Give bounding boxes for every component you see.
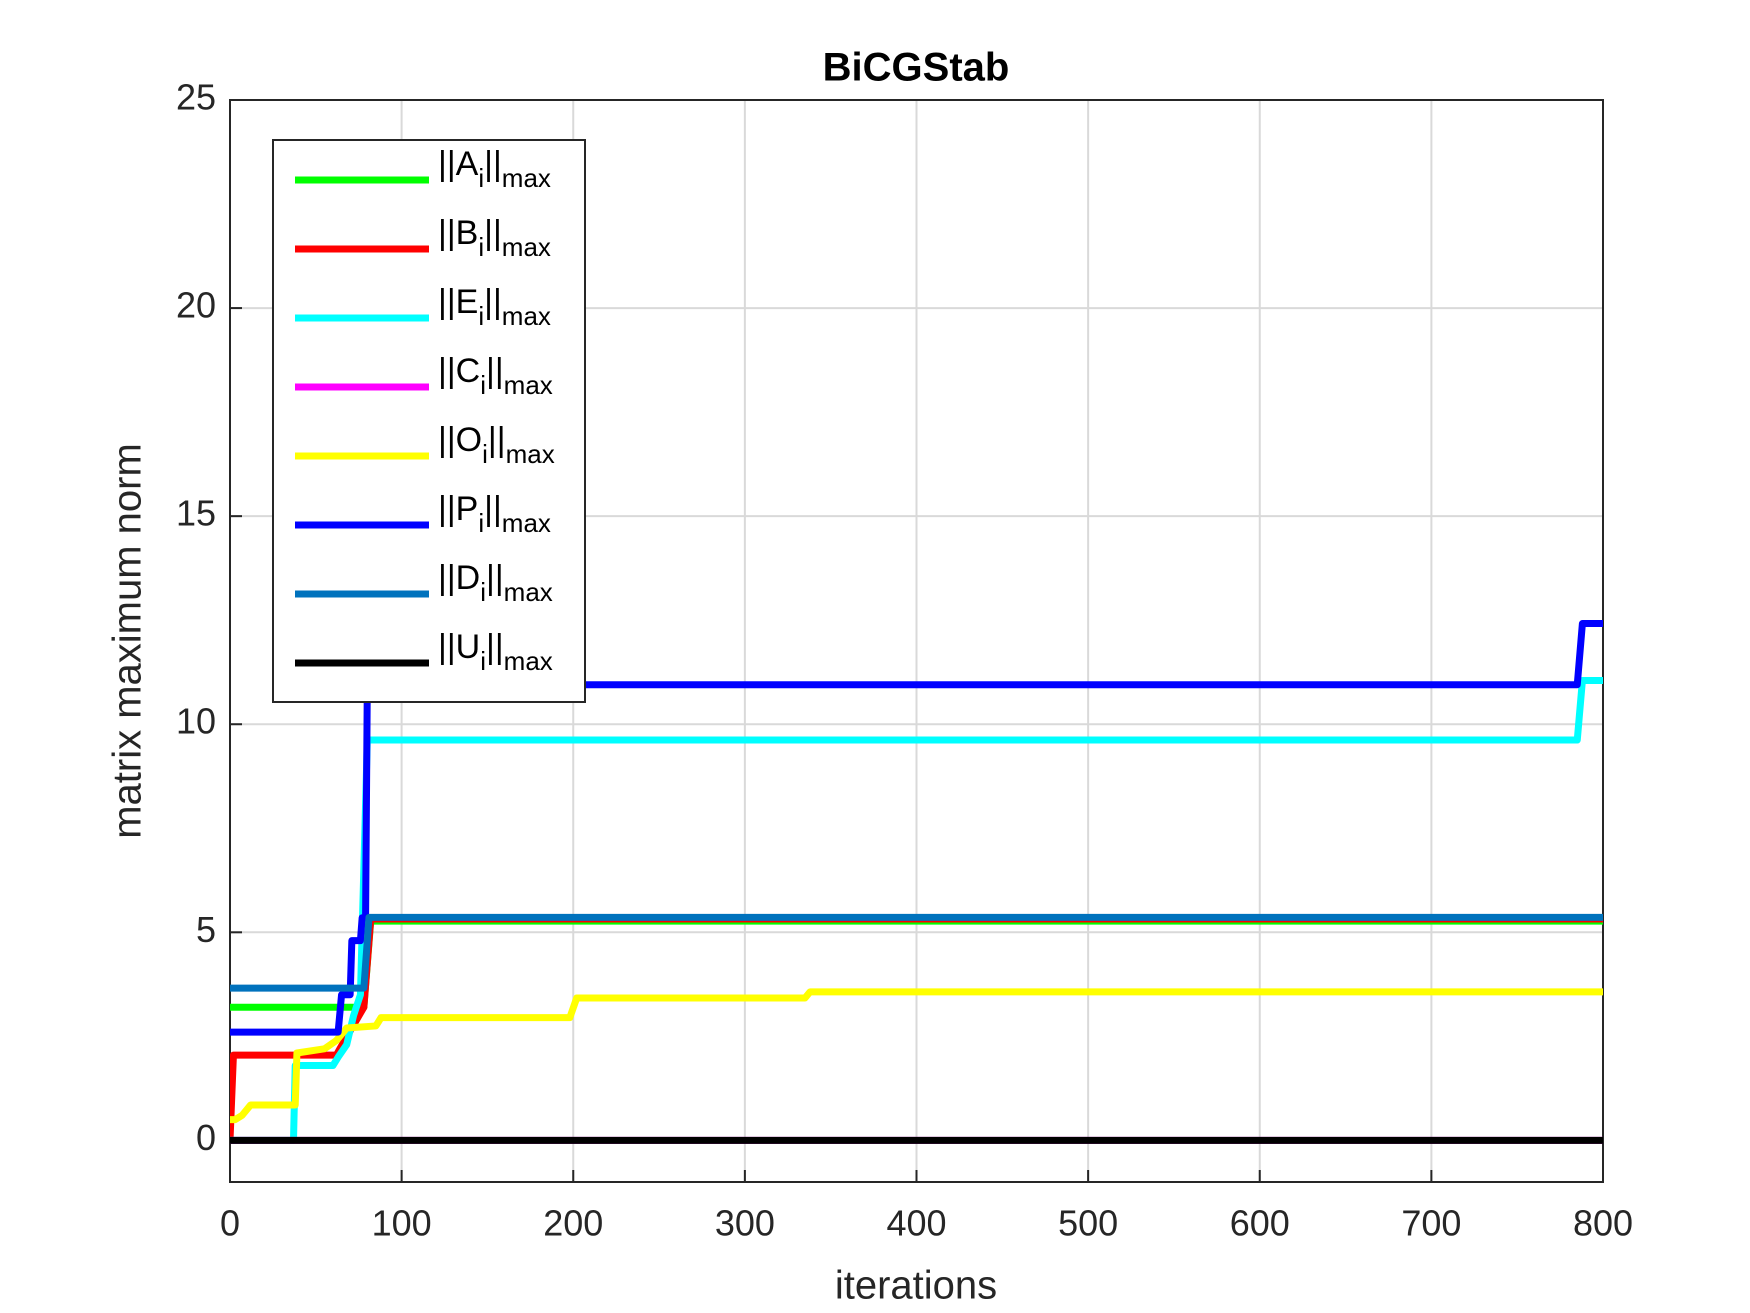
y-tick-label: 25 [176, 77, 216, 118]
series-line [230, 988, 1603, 1124]
x-tick-label: 500 [1058, 1203, 1118, 1244]
legend-label: ||Ei||max [438, 283, 551, 331]
legend-label: ||Ci||max [438, 352, 553, 400]
y-tick-label: 15 [176, 493, 216, 534]
x-tick-label: 100 [372, 1203, 432, 1244]
y-tick-label: 5 [196, 909, 216, 950]
legend-label: ||Di||max [438, 559, 553, 607]
x-tick-label: 600 [1230, 1203, 1290, 1244]
x-tick-label: 300 [715, 1203, 775, 1244]
x-tick-label: 700 [1401, 1203, 1461, 1244]
legend-label: ||Ui||max [438, 628, 553, 676]
x-tick-label: 0 [220, 1203, 240, 1244]
y-tick-label: 0 [196, 1117, 216, 1158]
y-tick-label: 20 [176, 285, 216, 326]
legend-box [272, 139, 586, 703]
legend-label: ||Pi||max [438, 490, 551, 538]
y-axis-label: matrix maximum norm [106, 443, 150, 839]
y-tick-label: 10 [176, 701, 216, 742]
legend-label: ||Oi||max [438, 421, 555, 469]
x-axis-label: iterations [835, 1264, 997, 1308]
legend-label: ||Bi||max [438, 214, 551, 262]
legend-label: ||Ai||max [438, 145, 551, 193]
x-tick-label: 400 [886, 1203, 946, 1244]
x-tick-label: 200 [543, 1203, 603, 1244]
x-tick-label: 800 [1573, 1203, 1633, 1244]
plot-area [230, 620, 1603, 1144]
series-line [230, 620, 1603, 1036]
chart-title: BiCGStab [823, 46, 1010, 90]
plot-frame [229, 99, 1604, 1183]
series-line [230, 913, 1603, 992]
